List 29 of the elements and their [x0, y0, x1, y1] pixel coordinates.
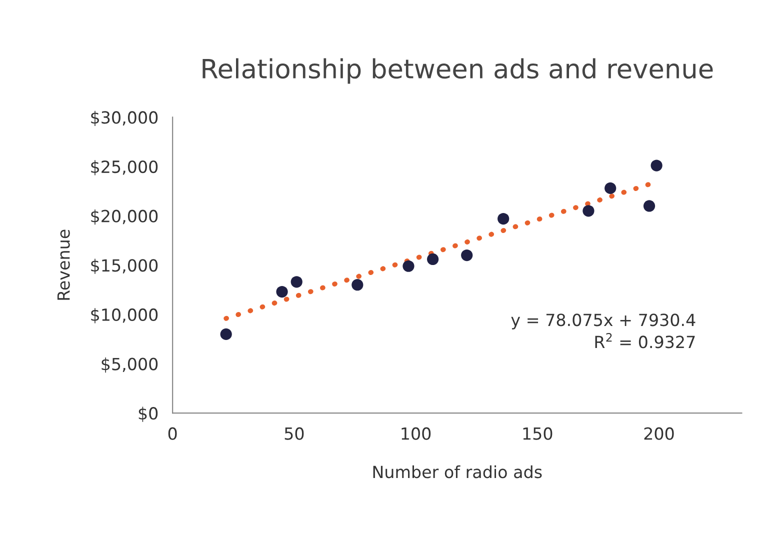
point — [461, 249, 473, 262]
point — [220, 328, 232, 340]
y-tick-label: $15,000 — [91, 258, 158, 274]
point — [427, 253, 439, 266]
y-tick-label: $25,000 — [91, 160, 158, 176]
y-tick-label: $30,000 — [91, 110, 158, 126]
x-axis-title: Number of radio ads — [373, 465, 542, 478]
x-tick-label: 150 — [523, 427, 552, 440]
y-tick-label: $5,000 — [102, 357, 158, 373]
y-axis-title: Revenue — [57, 230, 70, 300]
point — [402, 260, 414, 272]
x-tick-label: 0 — [168, 427, 177, 440]
chart-title: Relationship between ads and revenue — [202, 58, 713, 84]
point — [643, 200, 656, 212]
point — [498, 212, 510, 225]
y-tick-label: $0 — [138, 406, 158, 422]
x-tick-label: 50 — [284, 427, 304, 440]
y-tick-label: $20,000 — [91, 209, 158, 225]
annotation: R$^{2}$ = 0.9327 — [595, 332, 695, 348]
point — [290, 276, 302, 288]
x-tick-label: 200 — [644, 427, 674, 440]
x-tick-label: 100 — [402, 427, 431, 440]
point — [650, 160, 662, 172]
annotation: y = 78.075x + 7930.4 — [511, 314, 696, 330]
point — [352, 279, 364, 291]
y-tick-label: $10,000 — [91, 308, 158, 324]
point — [276, 286, 288, 298]
point — [582, 205, 594, 217]
point — [604, 182, 616, 194]
